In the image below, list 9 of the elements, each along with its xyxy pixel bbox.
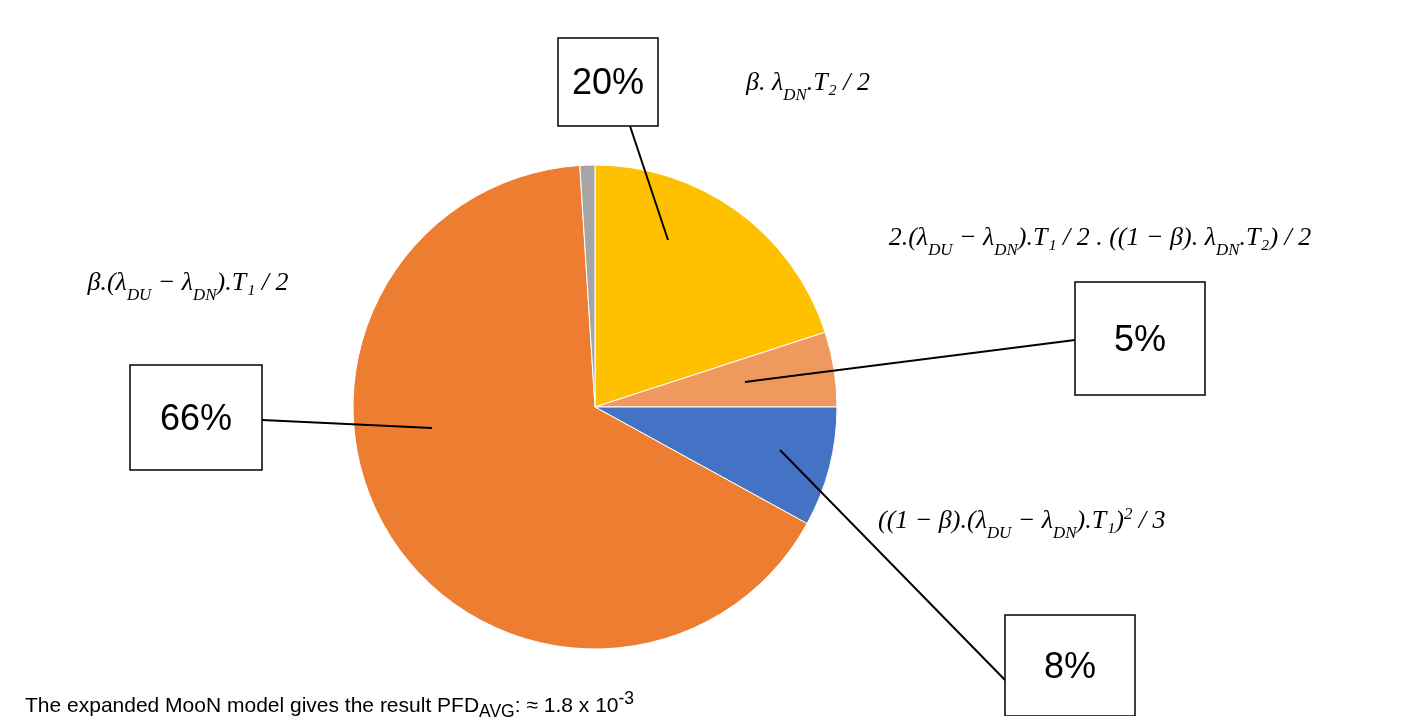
slice-label: β.(λ$_{DU}$ − λ$_{DN}$).T₁ / 2 (86, 267, 289, 304)
text: The expanded MooN model gives the result PFD$_{AVG}$: ≈ 1.8 x 10$^{-3}$ (25, 688, 635, 723)
slice-label: ((1 − β).(λ$_{DU}$ − λ$_{DN}$).T₁)$^{2}$ / 3 (878, 503, 1166, 542)
slice-label: 2.(λ$_{DU}$ − λ$_{DN}$).T₁ / 2 . ((1 − β). λ$_{DN}$.T₂) / 2 (888, 222, 1312, 259)
data-label: 8% (1043, 644, 1097, 686)
data-label: 20% (571, 61, 645, 102)
data-label: 5% (1113, 317, 1167, 359)
data-label: 66% (159, 396, 233, 438)
slice-label: β. λ$_{DN}$.T₂ / 2 (745, 67, 870, 104)
